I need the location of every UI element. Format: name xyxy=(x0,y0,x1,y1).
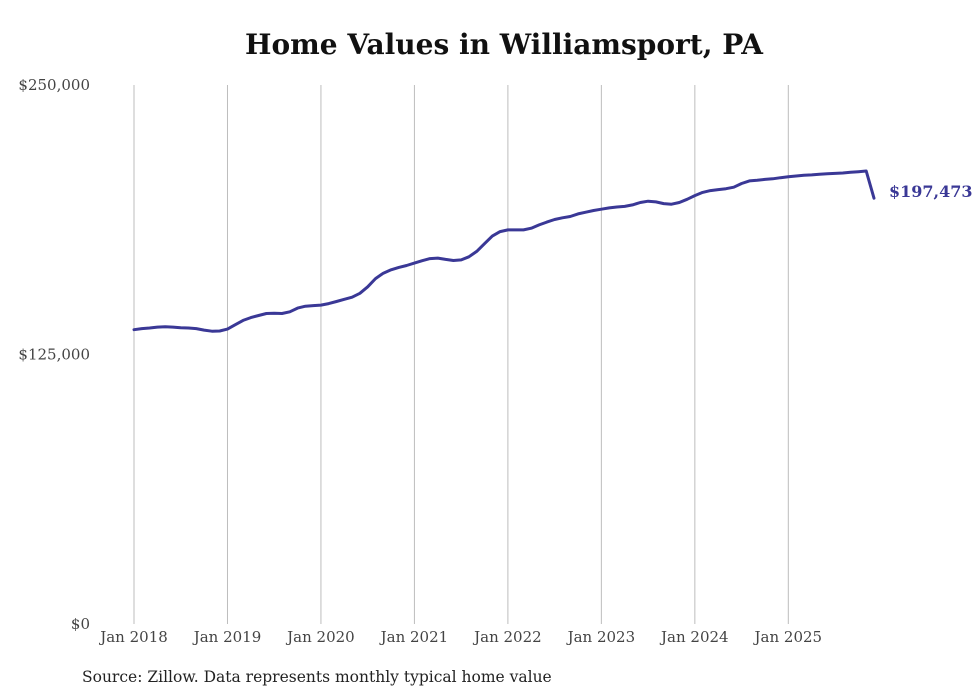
series-line xyxy=(132,169,876,333)
x-axis: Jan 2018 Jan 2019 Jan 2020 Jan 2021 Jan 2022… xyxy=(98,628,822,646)
gridlines xyxy=(133,85,789,624)
y-tick-label: $0 xyxy=(71,615,90,633)
y-tick-label: $250,000 xyxy=(18,76,90,94)
x-tick-label: Jan 2024 xyxy=(659,628,729,646)
x-tick-label: Jan 2023 xyxy=(566,628,636,646)
source-note: Source: Zillow. Data represents monthly … xyxy=(82,668,552,686)
y-tick-label: $125,000 xyxy=(18,346,90,364)
x-tick-label: Jan 2021 xyxy=(379,628,449,646)
x-tick-label: Jan 2019 xyxy=(192,628,262,646)
x-tick-label: Jan 2018 xyxy=(98,628,168,646)
y-axis: $0 $125,000 $250,000 xyxy=(18,76,90,633)
x-tick-label: Jan 2025 xyxy=(753,628,823,646)
chart-title: Home Values in Williamsport, PA xyxy=(245,28,763,61)
end-value-label: $197,473 xyxy=(889,182,973,201)
series: $197,473 xyxy=(132,169,973,333)
x-tick-label: Jan 2020 xyxy=(285,628,355,646)
x-tick-label: Jan 2022 xyxy=(472,628,542,646)
